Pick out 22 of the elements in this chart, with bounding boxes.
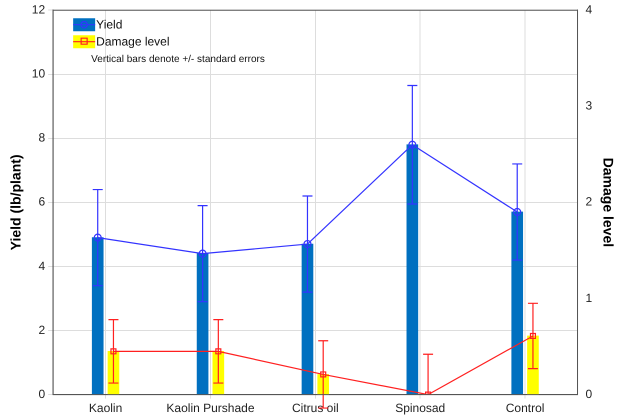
y-tick-label: 8 [38,130,46,145]
y2-tick-label: 0 [586,386,593,401]
y-tick-label: 0 [38,386,46,401]
annotation: Vertical bars denote +/- standard errors [91,54,265,65]
x-tick-label: Spinosad [395,401,446,416]
legend-label: Damage level [96,34,170,49]
x-tick-label: Citrus oil [292,401,339,416]
y2-axis-title: Damage level [600,158,617,248]
x-tick-label: Kaolin Purshade [166,401,255,416]
y2-tick-label: 2 [586,194,593,209]
y-tick-label: 2 [38,322,46,337]
y-tick-label: 4 [38,258,46,273]
y-tick-label: 10 [32,66,46,81]
y2-tick-label: 1 [586,290,593,305]
y-tick-label: 6 [38,194,46,209]
y2-tick-label: 3 [586,98,593,113]
y2-tick-label: 4 [586,2,593,17]
y-axis-title: Yield (lb/plant) [7,154,24,250]
x-tick-label: Control [506,401,544,416]
legend-label: Yield [96,18,122,32]
x-tick-label: Kaolin [88,401,122,416]
y-tick-label: 12 [32,2,46,17]
